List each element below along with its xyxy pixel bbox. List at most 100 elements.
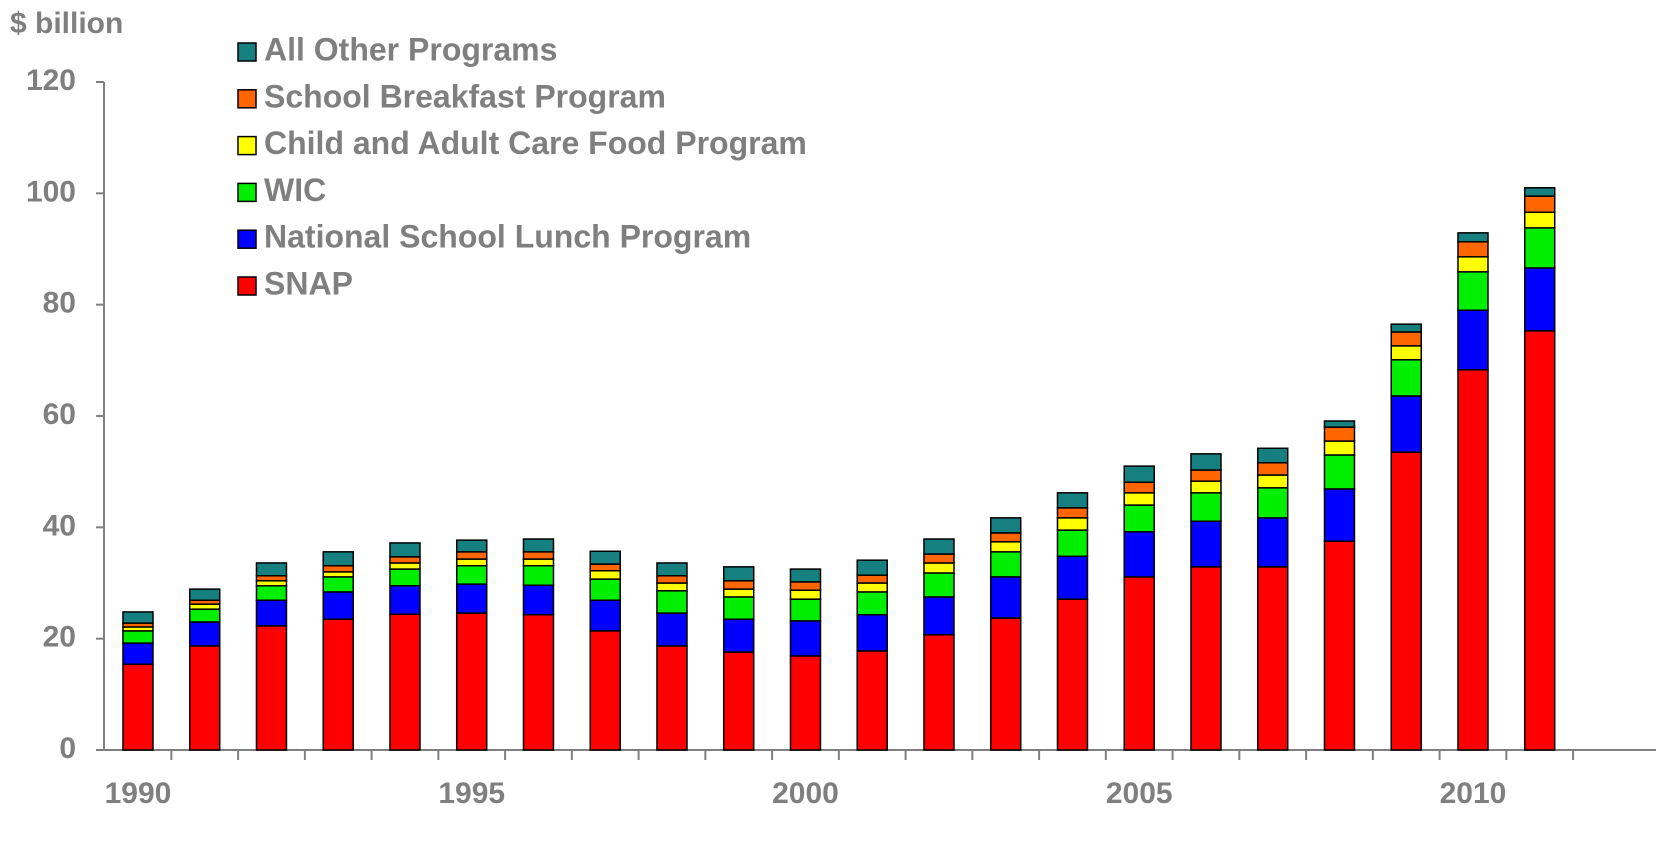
bar-segment [589, 570, 621, 580]
bar-segment [188, 621, 221, 647]
legend-label: Child and Adult Care Food Program [264, 125, 807, 161]
bar-segment [1523, 187, 1556, 197]
bar-segment [322, 576, 354, 593]
bar-segment [1323, 540, 1356, 751]
x-tick-label: 1990 [105, 777, 172, 810]
bar-segment [989, 532, 1022, 543]
bar-segment [1390, 395, 1422, 453]
bar-segment [1523, 330, 1556, 751]
bar-segment [255, 599, 288, 627]
bar-segment [255, 575, 288, 582]
bar-segment [589, 630, 621, 751]
bar-segment [455, 564, 488, 585]
bar-segment [1190, 520, 1222, 568]
bar-segment [322, 618, 354, 751]
legend-label: SNAP [264, 265, 353, 301]
bar-segment [722, 596, 755, 620]
bar-segment [322, 564, 354, 573]
bar-segment [322, 591, 354, 620]
bar-segment [989, 517, 1022, 534]
legend-swatch [237, 42, 257, 62]
y-tick-label: 20 [43, 621, 76, 654]
bar-segment [789, 589, 822, 600]
bar-segment [1123, 465, 1155, 483]
bar-segment [389, 568, 421, 587]
bar-segment [255, 562, 288, 577]
bar-segment [1523, 195, 1556, 214]
bar-segment [856, 582, 888, 593]
bar-segment [1256, 447, 1289, 464]
bar-segment [455, 539, 488, 553]
bar-segment [989, 551, 1022, 578]
bar-segment [1190, 480, 1222, 494]
bar-segment [455, 551, 488, 560]
bar-segment [589, 563, 621, 572]
bar-segment [656, 575, 688, 584]
legend-swatch [237, 89, 257, 109]
bar-segment [1390, 331, 1422, 347]
y-tick-label: 80 [43, 287, 76, 320]
bar-segment [322, 571, 354, 578]
bar-segment [1457, 309, 1489, 371]
bar-segment [322, 551, 354, 567]
bar-segment [122, 642, 154, 666]
legend-swatch [237, 276, 257, 296]
bar-segment [1323, 426, 1356, 442]
bar-segment [188, 603, 221, 610]
bar-segment [522, 551, 555, 560]
bar-segment [923, 553, 955, 564]
bar-segment [656, 612, 688, 647]
bar-segment [188, 608, 221, 623]
bar-segment [389, 562, 421, 570]
bar-segment [1390, 323, 1422, 333]
bar-segment [1123, 492, 1155, 506]
y-tick-label: 0 [59, 732, 76, 765]
bar-segment [856, 574, 888, 584]
bar-segment [923, 572, 955, 598]
bar-segment [656, 582, 688, 592]
bar-segment [856, 613, 888, 652]
legend-swatch [237, 182, 257, 203]
bar-segment [789, 655, 822, 751]
bar-segment [923, 562, 955, 574]
bar-segment [1056, 529, 1089, 558]
bar-segment [1323, 454, 1356, 490]
bar-segment [522, 613, 555, 751]
legend-label: National School Lunch Program [264, 219, 751, 255]
bar-segment [1190, 469, 1222, 482]
bar-segment [1523, 227, 1556, 269]
bar-segment [722, 618, 755, 653]
bar-segment [1190, 492, 1222, 522]
bar-segment [856, 591, 888, 616]
bar-segment [522, 558, 555, 567]
bar-segment [856, 650, 888, 751]
bar-segment [255, 585, 288, 602]
bar-segment [589, 578, 621, 602]
bar-segment [1256, 487, 1289, 519]
bar-segment [1256, 462, 1289, 476]
bar-segment [1457, 271, 1489, 311]
bar-segment [1457, 232, 1489, 243]
bar-segment [1523, 267, 1556, 332]
bar-segment [1056, 555, 1089, 600]
bar-segment [923, 596, 955, 636]
bar-segment [1523, 211, 1556, 229]
x-tick-label: 2000 [772, 777, 839, 810]
bar-segment [1323, 488, 1356, 543]
bar-segment [1323, 440, 1356, 456]
y-tick-label: 60 [43, 398, 76, 431]
bar-segment [255, 580, 288, 587]
bar-segment [722, 580, 755, 590]
bar-segment [722, 588, 755, 598]
legend-swatch [237, 135, 257, 156]
bar-segment [1457, 256, 1489, 273]
bar-segment [389, 613, 421, 751]
bar-segment [1123, 576, 1155, 751]
bar-segment [455, 558, 488, 567]
legend-label: WIC [264, 172, 326, 208]
bar-segment [989, 617, 1022, 751]
bar-segment [1390, 359, 1422, 397]
bar-segment [522, 538, 555, 553]
bar-segment [1056, 598, 1089, 751]
